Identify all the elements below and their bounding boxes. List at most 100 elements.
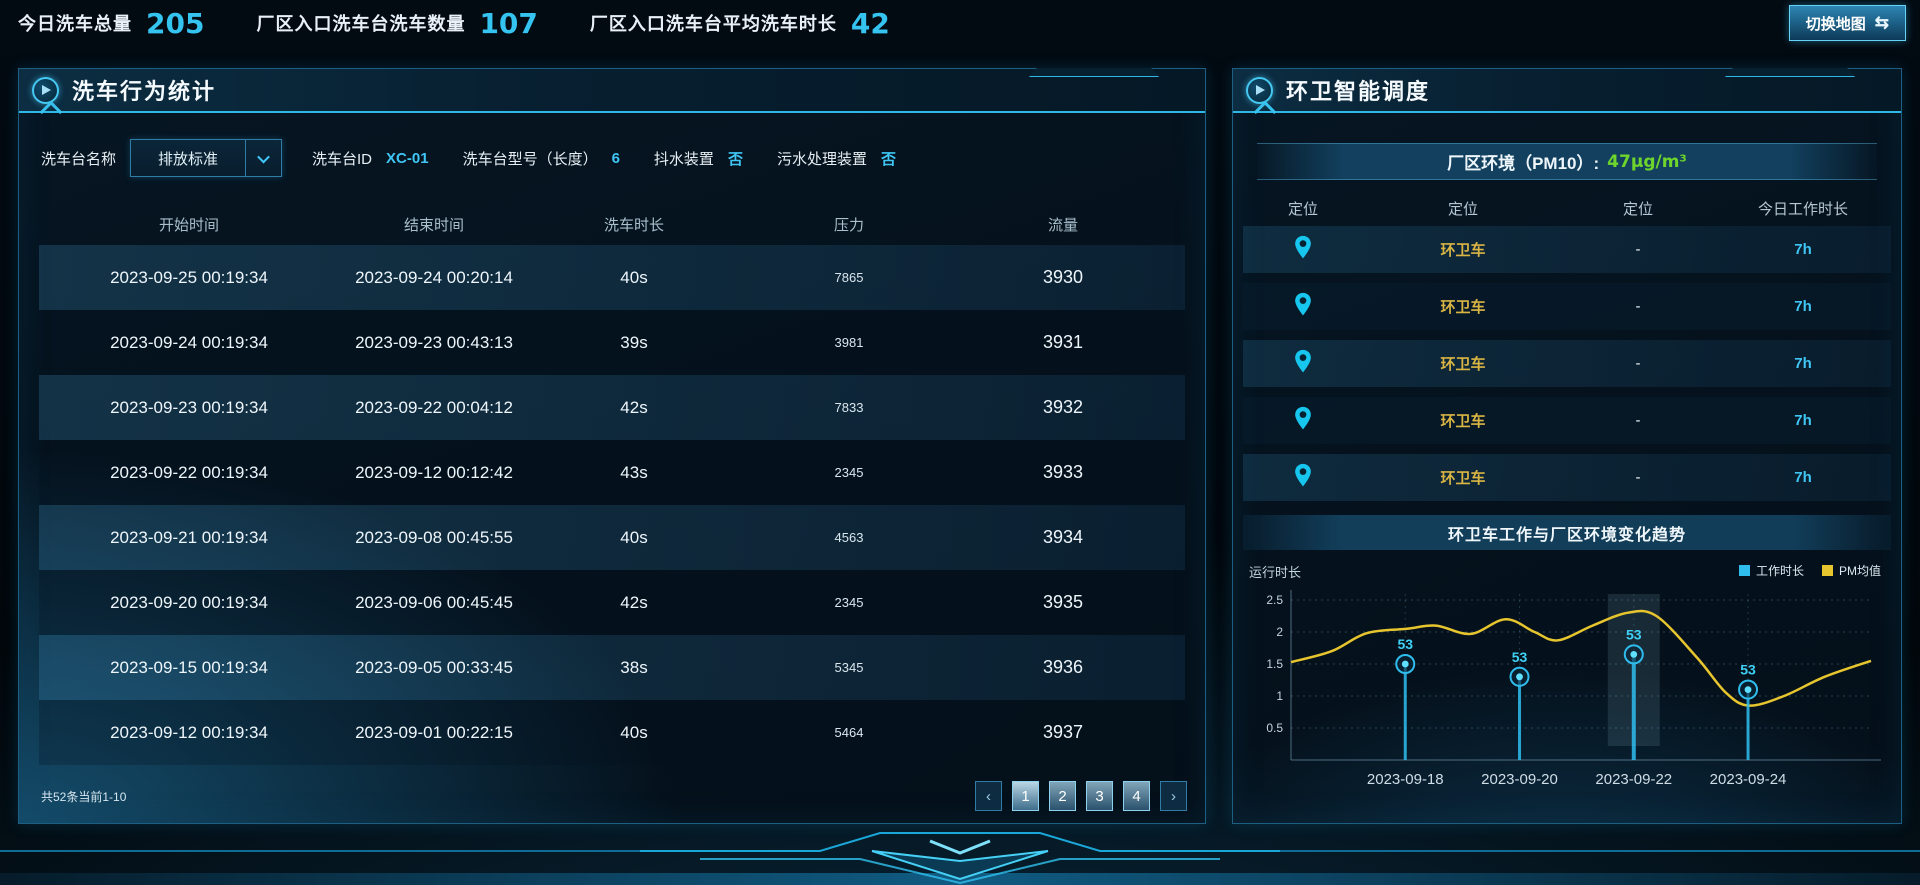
legend-label: PM均值: [1838, 564, 1881, 578]
trend-chart-svg: 0.5 1 1.5 2 2.5 2023-09-18 2023-09-20 2023-09-2…: [1266, 590, 1881, 788]
page-next-button[interactable]: ›: [1160, 781, 1187, 811]
top-stat-label: 厂区入口洗车台平均洗车时长: [589, 14, 837, 34]
location-pin-icon[interactable]: [1293, 292, 1313, 321]
page-button-3[interactable]: 3: [1086, 781, 1113, 811]
work-hours: 7h: [1794, 412, 1812, 429]
work-hours: 7h: [1794, 469, 1812, 486]
svg-text:2: 2: [1276, 625, 1283, 639]
table-row: 2023-09-20 00:19:34 2023-09-06 00:45:45 42…: [39, 570, 1185, 635]
wash-cell: 42s: [620, 397, 648, 417]
wash-cell: 43s: [620, 462, 648, 482]
switch-map-label: 切换地图: [1805, 15, 1866, 33]
location-pin-icon[interactable]: [1293, 235, 1313, 264]
work-hours: 7h: [1794, 241, 1812, 258]
swap-arrows-icon: ⇆: [1874, 13, 1889, 32]
list-item: 环卫车 - 7h: [1243, 226, 1891, 273]
topbar: 今日洗车总量 205 厂区入口洗车台洗车数量 107 厂区入口洗车台平均洗车时长 42 切…: [18, 0, 1906, 46]
wash-col-header: 开始时间: [158, 216, 219, 234]
header-notch-decoration: [1725, 68, 1855, 77]
chart-title: 环卫车工作与厂区环境变化趋势: [1243, 515, 1891, 550]
top-stat-value: 42: [850, 6, 890, 40]
wash-table-header: 开始时间 结束时间 洗车时长 压力 流量: [39, 203, 1185, 245]
wash-cell: 3932: [1042, 397, 1084, 417]
wash-cell: 2023-09-12 00:12:42: [355, 462, 513, 482]
location-pin-icon[interactable]: [1293, 463, 1313, 492]
wash-panel-title: 洗车行为统计: [72, 79, 217, 104]
svg-text:53: 53: [1512, 649, 1528, 665]
wash-cell: 7865: [834, 270, 864, 285]
wash-cell: 3931: [1042, 332, 1084, 352]
svg-text:1: 1: [1276, 689, 1283, 703]
vehicle-location: -: [1635, 241, 1641, 258]
pagination-buttons: ‹ 1 2 3 4 ›: [975, 781, 1187, 811]
table-row: 2023-09-25 00:19:34 2023-09-24 00:20:14 40…: [39, 245, 1185, 310]
location-pin-icon[interactable]: [1293, 349, 1313, 378]
vehicle-location: -: [1635, 412, 1641, 429]
sanitation-col-header: 定位: [1622, 200, 1653, 218]
wash-cell: 2023-09-21 00:19:34: [110, 527, 268, 547]
pin-cell: [1243, 235, 1363, 264]
legend-label: 工作时长: [1755, 564, 1804, 578]
wash-behavior-panel: 洗车行为统计 洗车台名称 排放标准 洗车台ID XC-01 洗车台型号（长度） …: [18, 68, 1206, 824]
sanitation-col-header: 今日工作时长: [1757, 200, 1848, 218]
svg-text:2023-09-20: 2023-09-20: [1481, 771, 1558, 788]
page-prev-button[interactable]: ‹: [975, 781, 1002, 811]
sanitation-col-header: 定位: [1447, 200, 1478, 218]
wash-cell: 3935: [1042, 592, 1084, 612]
station-name-select[interactable]: 排放标准: [130, 139, 283, 177]
station-model-label: 洗车台型号（长度）: [462, 150, 598, 168]
station-id-label: 洗车台ID: [312, 150, 373, 168]
select-arrow-box[interactable]: [245, 140, 281, 176]
top-stat-label: 厂区入口洗车台洗车数量: [256, 14, 466, 34]
page-button-1[interactable]: 1: [1012, 781, 1039, 811]
svg-text:53: 53: [1397, 636, 1413, 652]
switch-map-button[interactable]: 切换地图 ⇆: [1788, 5, 1906, 41]
station-name-label: 洗车台名称: [41, 150, 117, 168]
top-stat-label: 今日洗车总量: [18, 14, 132, 34]
vehicle-name: 环卫车: [1440, 413, 1486, 430]
top-stat-2: 厂区入口洗车台平均洗车时长 42: [590, 7, 890, 40]
pagination-bar: 共52条当前1-10 ‹ 1 2 3 4 ›: [41, 781, 1187, 811]
table-row: 2023-09-22 00:19:34 2023-09-12 00:12:42 43…: [39, 440, 1185, 505]
wash-cell: 3936: [1042, 657, 1084, 677]
play-icon: [1246, 76, 1273, 104]
wash-cell: 38s: [620, 657, 648, 677]
sanitation-dispatch-panel: 环卫智能调度 厂区环境（PM10）: 47μg/m³ 定位 定位 定位 今日工作时长 …: [1232, 68, 1902, 824]
vehicle-name: 环卫车: [1440, 299, 1486, 316]
page-button-4[interactable]: 4: [1123, 781, 1150, 811]
legend-item: PM均值: [1821, 562, 1881, 579]
legend-swatch: [1738, 565, 1750, 576]
sanitation-table: 定位 定位 定位 今日工作时长 环卫车 -7h 环卫车 -7h 环卫车 -7h 环卫车 -7h 环卫车…: [1243, 190, 1891, 501]
wash-cell: 3981: [834, 335, 864, 350]
chart-y-unit-label: 运行时长: [1249, 565, 1302, 580]
vehicle-location: -: [1635, 355, 1641, 372]
list-item: 环卫车 - 7h: [1243, 454, 1891, 501]
wash-col-header: 流量: [1047, 216, 1078, 234]
svg-text:2023-09-22: 2023-09-22: [1595, 771, 1672, 788]
sanitation-panel-title: 环卫智能调度: [1286, 79, 1431, 104]
footer-decoration: [0, 832, 1920, 885]
table-row: 2023-09-15 00:19:34 2023-09-05 00:33:45 38…: [39, 635, 1185, 700]
page-button-2[interactable]: 2: [1049, 781, 1076, 811]
top-stat-1: 厂区入口洗车台洗车数量 107: [256, 7, 537, 40]
wash-cell: 3937: [1042, 722, 1084, 742]
wash-cell: 5345: [834, 660, 864, 675]
shake-device-label: 抖水装置: [653, 150, 714, 168]
wash-cell: 2023-09-01 00:22:15: [355, 722, 513, 742]
play-icon: [32, 76, 59, 104]
vehicle-name: 环卫车: [1440, 470, 1486, 487]
wash-cell: 2023-09-24 00:19:34: [110, 332, 268, 352]
table-row: 2023-09-23 00:19:34 2023-09-22 00:04:12 42…: [39, 375, 1185, 440]
wash-cell: 7833: [834, 400, 864, 415]
wash-cell: 4563: [834, 530, 864, 545]
vehicle-name: 环卫车: [1440, 356, 1486, 373]
wash-table: 开始时间 结束时间 洗车时长 压力 流量 2023-09-25 00:19:34 2023…: [39, 203, 1185, 765]
wash-col-header: 结束时间: [403, 216, 464, 234]
pin-cell: [1243, 463, 1363, 492]
list-item: 环卫车 - 7h: [1243, 340, 1891, 387]
trend-chart: 运行时长 工作时长 PM均值 0.5 1 1.5 2 2.5 2023-09-18 2023-…: [1241, 556, 1893, 814]
work-hours: 7h: [1794, 298, 1812, 315]
wash-panel-header: 洗车行为统计: [19, 68, 1205, 113]
wash-col-header: 洗车时长: [603, 216, 664, 234]
location-pin-icon[interactable]: [1293, 406, 1313, 435]
